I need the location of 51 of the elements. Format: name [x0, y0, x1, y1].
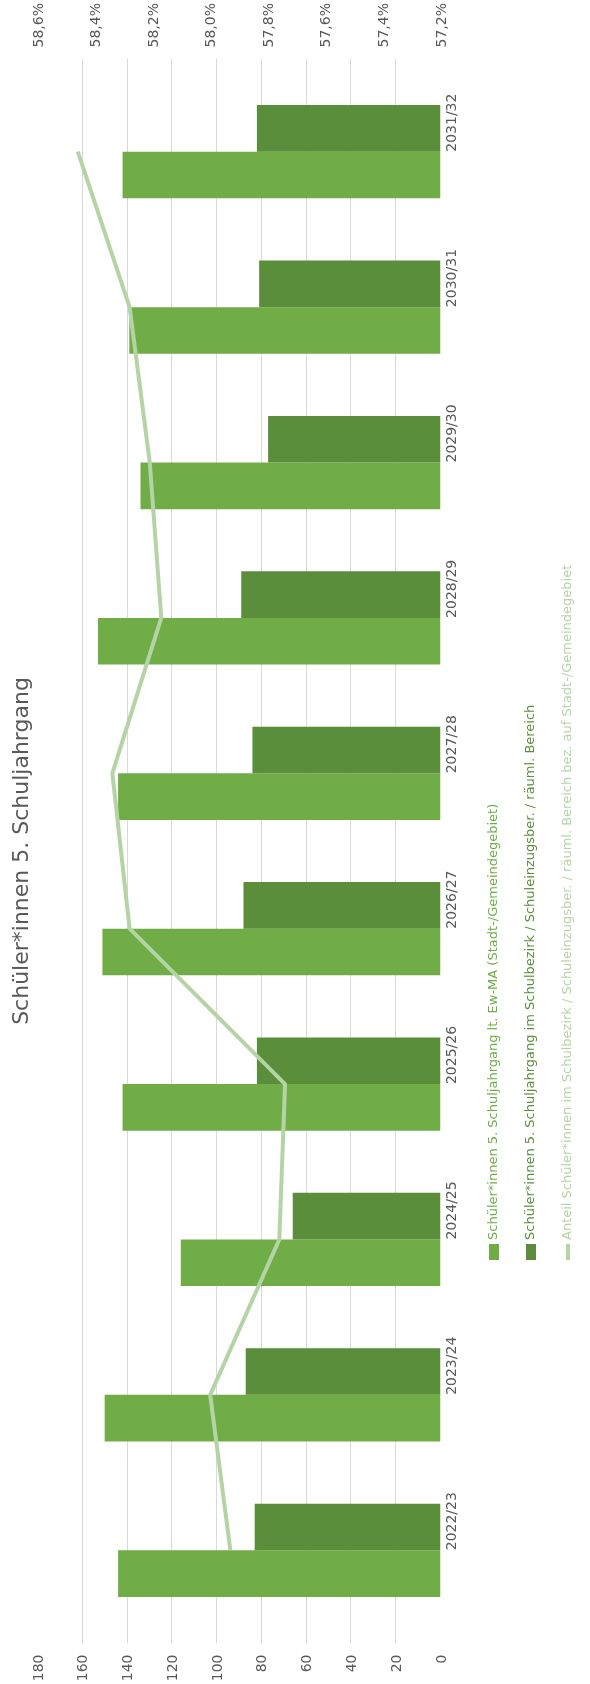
bar — [102, 928, 441, 976]
text: Schüler*innen 5. Schuljahrgang — [7, 677, 33, 1025]
bar — [97, 617, 441, 665]
bar — [256, 105, 441, 152]
x2-tick-label: 57,4% — [374, 3, 391, 48]
x-tick-label: 140 — [119, 1654, 136, 1682]
y-tick-label: 2030/31 — [443, 248, 460, 308]
x-tick-label: 120 — [163, 1654, 180, 1682]
y-tick-label: 2022/23 — [443, 1492, 460, 1551]
bar — [180, 1239, 441, 1287]
bar — [118, 1550, 441, 1597]
x-tick-label: 160 — [74, 1654, 91, 1682]
x2-tick-label: 58,0% — [202, 3, 219, 48]
bar — [140, 462, 441, 510]
x-tick-label: 20 — [387, 1654, 404, 1673]
x2-tick-label: 57,8% — [259, 3, 276, 48]
bar — [259, 260, 441, 308]
bar — [245, 1348, 441, 1395]
y-tick-label: 2025/26 — [443, 1025, 460, 1085]
x-tick-label: 100 — [208, 1654, 225, 1682]
text: Anteil Schüler*innen im Schulbezirk / Schuleinzugsber. / räuml. Bereich bez. auf Stadt-/Gemeindegebiet — [558, 564, 576, 1240]
bar — [292, 1192, 441, 1240]
x2-tick-label: 57,6% — [317, 3, 334, 48]
bar — [122, 1084, 441, 1131]
text: Schüler*innen 5. Schuljahrgang im Schulbezirk / Schuleinzugsber. / räuml. Bereich — [521, 704, 539, 1240]
y-tick-label: 2024/25 — [443, 1181, 460, 1240]
x2-tick-label: 58,2% — [144, 3, 161, 48]
y-tick-label: 2028/29 — [443, 559, 460, 618]
bar — [241, 571, 441, 618]
y-tick-label: 2027/28 — [443, 715, 460, 774]
x-tick-label: 0 — [432, 1654, 449, 1664]
x-tick-label: 40 — [342, 1654, 359, 1673]
bar — [254, 1503, 441, 1551]
bar — [243, 882, 441, 929]
y-tick-label: 2023/24 — [443, 1336, 460, 1395]
bar — [129, 307, 441, 354]
y-tick-label: 2026/27 — [443, 870, 460, 929]
x-tick-label: 60 — [298, 1654, 315, 1673]
x2-tick-label: 58,6% — [29, 3, 46, 48]
x-tick-label: 180 — [29, 1654, 46, 1682]
bar — [268, 415, 441, 463]
y-tick-label: 2031/32 — [443, 93, 460, 152]
bar — [256, 1037, 441, 1085]
text: Schüler*innen 5. Schuljahrgang lt. Ew-MA (Stadt-/Gemeindegebiet) — [484, 803, 502, 1240]
x2-tick-label: 57,2% — [432, 3, 449, 48]
bar — [118, 773, 441, 820]
x-tick-label: 80 — [253, 1654, 270, 1673]
y-tick-label: 2029/30 — [443, 404, 460, 463]
bar — [122, 151, 441, 199]
bar — [252, 726, 441, 774]
x2-tick-label: 58,4% — [87, 3, 104, 48]
